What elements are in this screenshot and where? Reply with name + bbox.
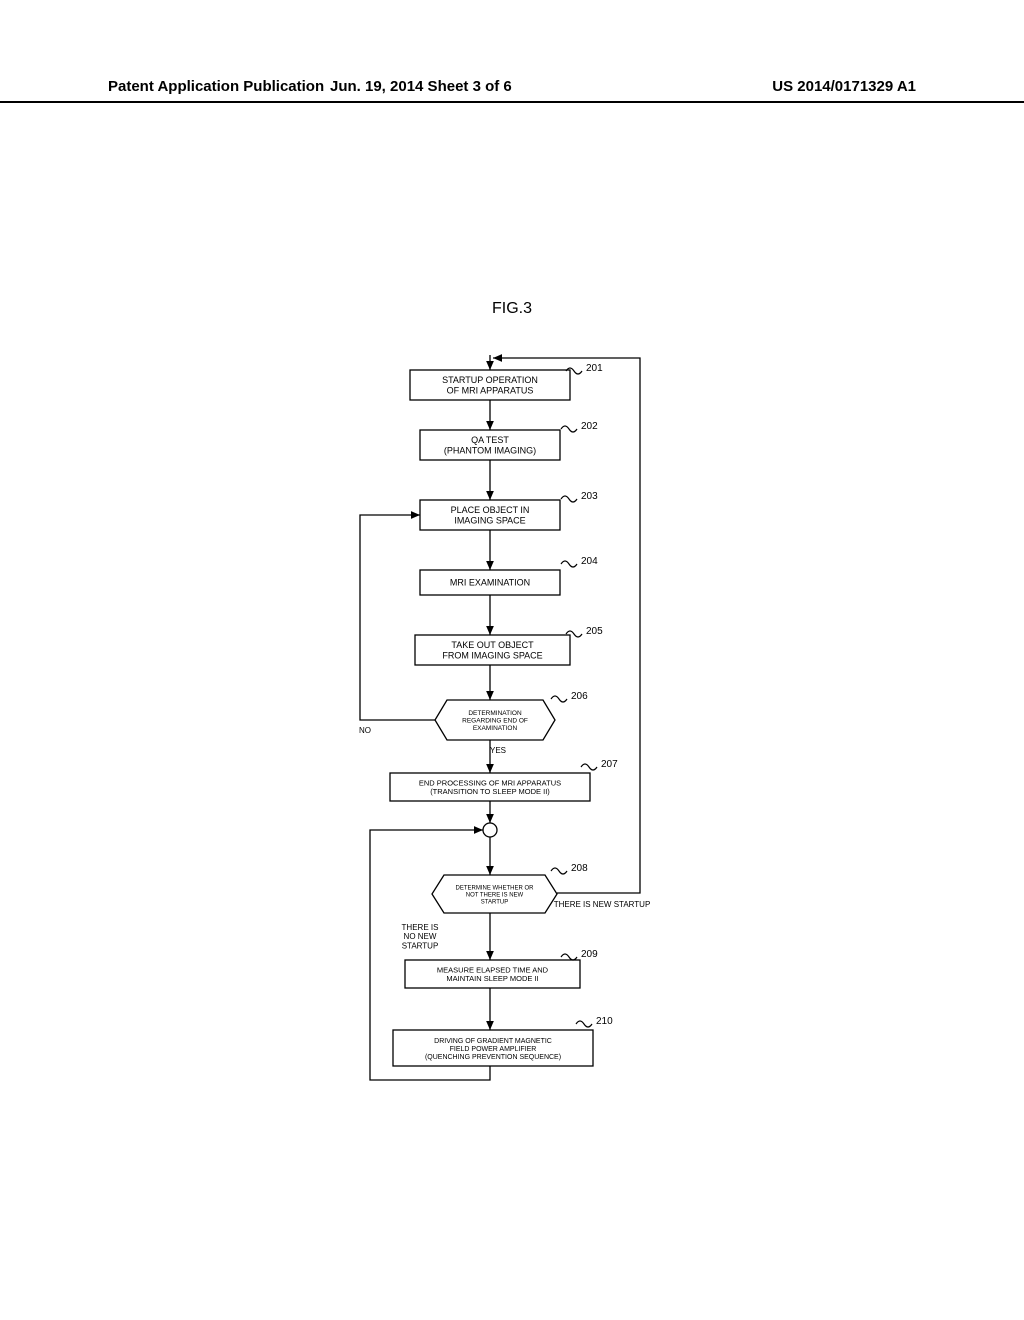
svg-text:204: 204 [581,556,598,567]
header-date-sheet: Jun. 19, 2014 Sheet 3 of 6 [330,78,512,95]
svg-text:205: 205 [586,626,603,637]
svg-text:THERE ISNO NEWSTARTUP: THERE ISNO NEWSTARTUP [402,923,439,950]
svg-text:THERE IS NEW STARTUP: THERE IS NEW STARTUP [554,900,651,909]
svg-text:STARTUP OPERATIONOF MRI APPARA: STARTUP OPERATIONOF MRI APPARATUS [442,375,538,395]
svg-text:MEASURE ELAPSED TIME ANDMAINTA: MEASURE ELAPSED TIME ANDMAINTAIN SLEEP M… [437,966,549,984]
svg-text:MRI EXAMINATION: MRI EXAMINATION [450,578,530,588]
svg-text:YES: YES [490,746,506,755]
svg-text:PLACE OBJECT INIMAGING SPACE: PLACE OBJECT INIMAGING SPACE [451,505,530,525]
header-publication: Patent Application Publication [108,78,324,95]
figure-title: FIG.3 [0,300,1024,318]
svg-text:206: 206 [571,691,588,702]
svg-text:207: 207 [601,759,618,770]
svg-text:210: 210 [596,1016,613,1027]
svg-text:TAKE OUT OBJECTFROM IMAGING SP: TAKE OUT OBJECTFROM IMAGING SPACE [442,640,542,660]
svg-text:202: 202 [581,421,598,432]
svg-text:208: 208 [571,863,588,874]
svg-text:201: 201 [586,363,603,374]
flowchart-diagram: STARTUP OPERATIONOF MRI APPARATUS201QA T… [345,350,643,1110]
header-pub-number: US 2014/0171329 A1 [772,78,916,95]
svg-text:END PROCESSING OF MRI APPARATU: END PROCESSING OF MRI APPARATUS(TRANSITI… [419,779,561,797]
svg-text:209: 209 [581,949,598,960]
svg-text:NO: NO [359,726,371,735]
page-header: Patent Application Publication Jun. 19, … [0,78,1024,103]
svg-text:203: 203 [581,491,598,502]
